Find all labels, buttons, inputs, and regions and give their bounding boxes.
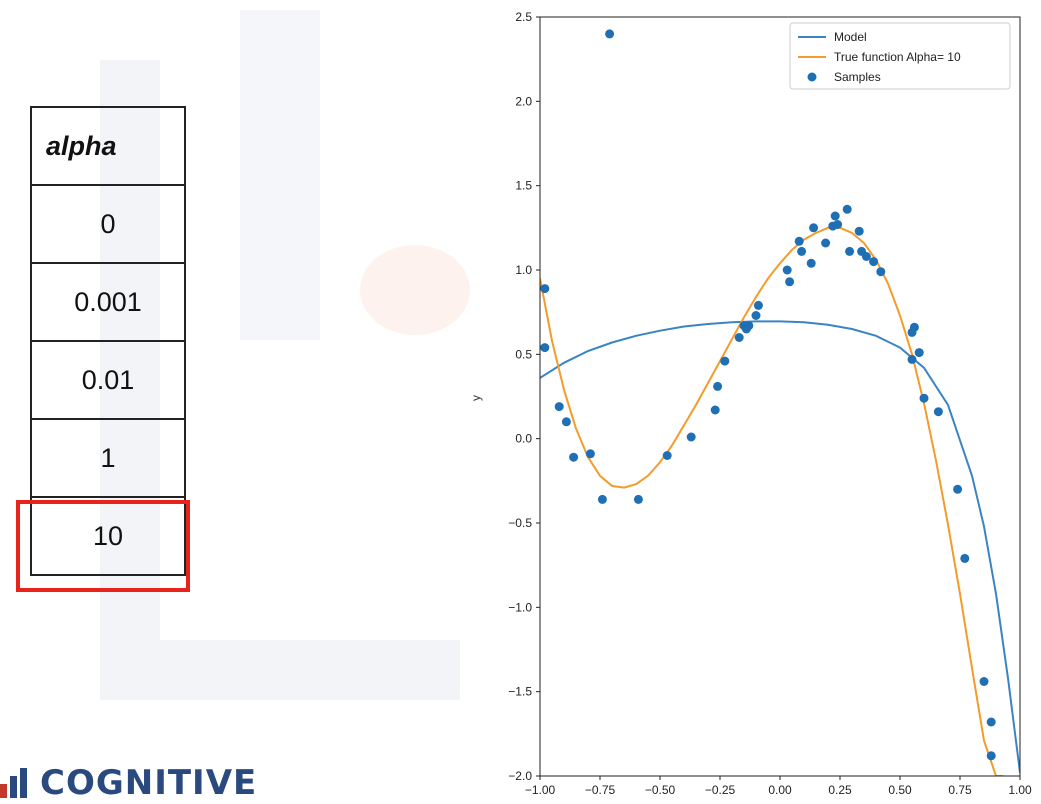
sample-point — [540, 284, 550, 294]
y-axis: −2.0 −1.5 −1.0 −0.5 0.0 0.5 1.0 1.5 2.0 2.5 — [508, 10, 540, 783]
logo-bars-icon — [0, 768, 30, 798]
x-tick-label: −0.75 — [585, 783, 616, 797]
sample-point — [953, 484, 963, 494]
axes-frame — [539, 16, 1021, 777]
sample-point — [540, 343, 550, 353]
sample-point — [960, 553, 970, 563]
sample-point — [821, 238, 831, 248]
alpha-table-header: alpha — [32, 108, 184, 186]
sample-point — [585, 449, 595, 459]
alpha-table: alpha 0 0.001 0.01 1 10 — [30, 106, 186, 576]
alpha-table-cell-highlighted: 10 — [32, 498, 184, 576]
background-watermark-circle — [360, 245, 470, 335]
sample-point — [986, 751, 996, 761]
highlight-box — [16, 500, 190, 592]
cognitive-logo: COGNITIVE — [0, 762, 257, 804]
x-tick-label: 0.50 — [888, 783, 912, 797]
sample-point — [876, 267, 886, 277]
series-line-model — [540, 320, 1020, 773]
y-tick-label: −1.5 — [508, 685, 532, 699]
sample-point — [710, 405, 720, 415]
y-tick-label: 0.0 — [515, 432, 532, 446]
sample-point — [933, 407, 943, 417]
sample-point — [861, 252, 871, 261]
x-tick-label: 0.00 — [768, 783, 792, 797]
alpha-table-cell: 0.01 — [32, 342, 184, 420]
alpha-table-cell: 0 — [32, 186, 184, 264]
sample-point — [569, 452, 579, 462]
sample-point — [605, 29, 615, 39]
sample-point — [986, 717, 996, 727]
alpha-table-cell: 1 — [32, 420, 184, 498]
legend-label: Model — [834, 30, 867, 44]
sample-point — [919, 393, 929, 403]
sample-point — [633, 494, 643, 504]
x-tick-label: 1.00 — [1008, 783, 1032, 797]
sample-point — [833, 220, 843, 229]
sample-point — [806, 258, 816, 268]
sample-point — [869, 257, 879, 267]
plot-area — [540, 29, 1020, 776]
sample-point — [854, 226, 864, 236]
y-tick-label: 1.0 — [515, 263, 532, 277]
sample-point — [907, 354, 917, 364]
background-watermark-bar — [240, 10, 320, 340]
legend-marker-swatch — [807, 72, 817, 82]
legend-box — [789, 22, 1011, 90]
sample-point — [914, 348, 924, 358]
sample-point — [830, 211, 840, 221]
sample-point — [554, 402, 564, 412]
legend-label: True function Alpha= 10 — [834, 50, 961, 64]
x-axis: −1.00 −0.75 −0.50 −0.25 0.00 0.25 0.50 0.75 1.00 — [525, 776, 1032, 797]
sample-point — [845, 246, 855, 256]
x-tick-label: −1.00 — [525, 783, 556, 797]
legend: Model True function Alpha= 10 Samples — [789, 22, 1011, 90]
y-axis-label: y — [469, 395, 483, 401]
series-line-true-function-alpha-10 — [540, 226, 1004, 776]
y-tick-label: 0.5 — [515, 347, 532, 361]
sample-point — [662, 451, 672, 460]
y-tick-label: 1.5 — [515, 179, 532, 193]
sample-point — [597, 494, 607, 504]
x-tick-label: 0.25 — [828, 783, 852, 797]
sample-point — [753, 300, 763, 310]
sample-point — [713, 381, 723, 391]
sample-point — [561, 417, 571, 427]
sample-point — [751, 311, 761, 320]
background-watermark-bar — [100, 640, 460, 700]
alpha-table-cell: 0.001 — [32, 264, 184, 342]
sample-point — [686, 432, 696, 442]
x-tick-label: −0.50 — [645, 783, 676, 797]
x-tick-label: −0.25 — [705, 783, 736, 797]
sample-point — [797, 246, 807, 256]
sample-point — [734, 333, 744, 342]
sample-point — [794, 236, 804, 246]
logo-text: COGNITIVE — [40, 763, 258, 803]
sample-point — [782, 265, 792, 275]
sample-point — [842, 204, 852, 214]
y-tick-label: 2.5 — [515, 10, 532, 24]
y-tick-label: −1.0 — [508, 600, 532, 614]
sample-point — [909, 322, 919, 332]
sample-point — [979, 677, 989, 686]
chart: −1.00 −0.75 −0.50 −0.25 0.00 0.25 0.50 0.75 1.00… — [469, 10, 1032, 797]
y-tick-label: −2.0 — [508, 769, 532, 783]
y-tick-label: −0.5 — [508, 516, 532, 530]
sample-point — [785, 277, 795, 287]
x-tick-label: 0.75 — [948, 783, 972, 797]
sample-point — [809, 223, 819, 233]
legend-label: Samples — [834, 70, 881, 84]
y-tick-label: 2.0 — [515, 94, 532, 108]
sample-point — [744, 321, 754, 331]
sample-point — [720, 356, 730, 366]
